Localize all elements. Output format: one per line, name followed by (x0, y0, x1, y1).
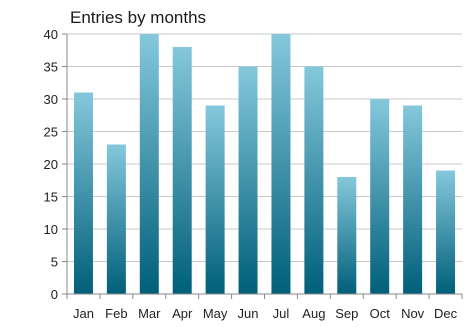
y-tick-label: 35 (44, 60, 58, 75)
x-tick-label: Aug (302, 306, 325, 321)
x-tick-label: Jan (73, 306, 94, 321)
bar-sep: Sep: 18 (337, 177, 357, 294)
x-tick-label: Nov (401, 306, 425, 321)
bar-jan: Jan: 31 (73, 92, 93, 294)
y-tick-label: 25 (44, 125, 58, 140)
bar-jul: Jul: 40 (271, 34, 291, 294)
y-tick-label: 15 (44, 190, 58, 205)
y-tick-label: 5 (51, 255, 58, 270)
y-tick-label: 0 (51, 287, 58, 302)
bar-apr: Apr: 38 (172, 47, 192, 294)
bar-mar: Mar: 40 (139, 34, 159, 294)
x-axis-ticks: Jan Feb Mar Apr May Jun Jul Aug Sep Oct Nov Dec (66, 294, 463, 321)
bar-nov: Nov: 29 (403, 105, 423, 294)
x-tick-label: Feb (105, 306, 127, 321)
x-tick-label: Dec (434, 306, 458, 321)
bar-jun: Jun: 35 (238, 66, 258, 294)
x-tick-label: Sep (335, 306, 358, 321)
x-tick-label: Jul (273, 306, 290, 321)
y-axis-ticks: 0 5 10 15 20 25 30 35 40 (44, 27, 67, 302)
bar-may: May: 29 (205, 105, 225, 294)
bar-aug: Aug: 35 (304, 66, 324, 294)
x-tick-label: May (203, 306, 228, 321)
chart-title: Entries by months (70, 8, 206, 27)
bar-feb: Feb: 23 (106, 144, 126, 294)
y-tick-label: 10 (44, 222, 58, 237)
x-tick-label: Mar (138, 306, 161, 321)
y-tick-label: 40 (44, 27, 58, 42)
y-tick-label: 30 (44, 92, 58, 107)
x-tick-label: Apr (172, 306, 193, 321)
bar-oct: Oct: 30 (370, 99, 390, 294)
x-tick-label: Oct (370, 306, 391, 321)
grid (67, 33, 462, 262)
bar-dec: Dec: 19 (436, 170, 456, 294)
x-tick-label: Jun (238, 306, 259, 321)
y-tick-label: 20 (44, 157, 58, 172)
bars: Jan: 31 Feb: 23 Mar: 40 Apr: 38 May: 29 Jun: … (73, 34, 456, 294)
